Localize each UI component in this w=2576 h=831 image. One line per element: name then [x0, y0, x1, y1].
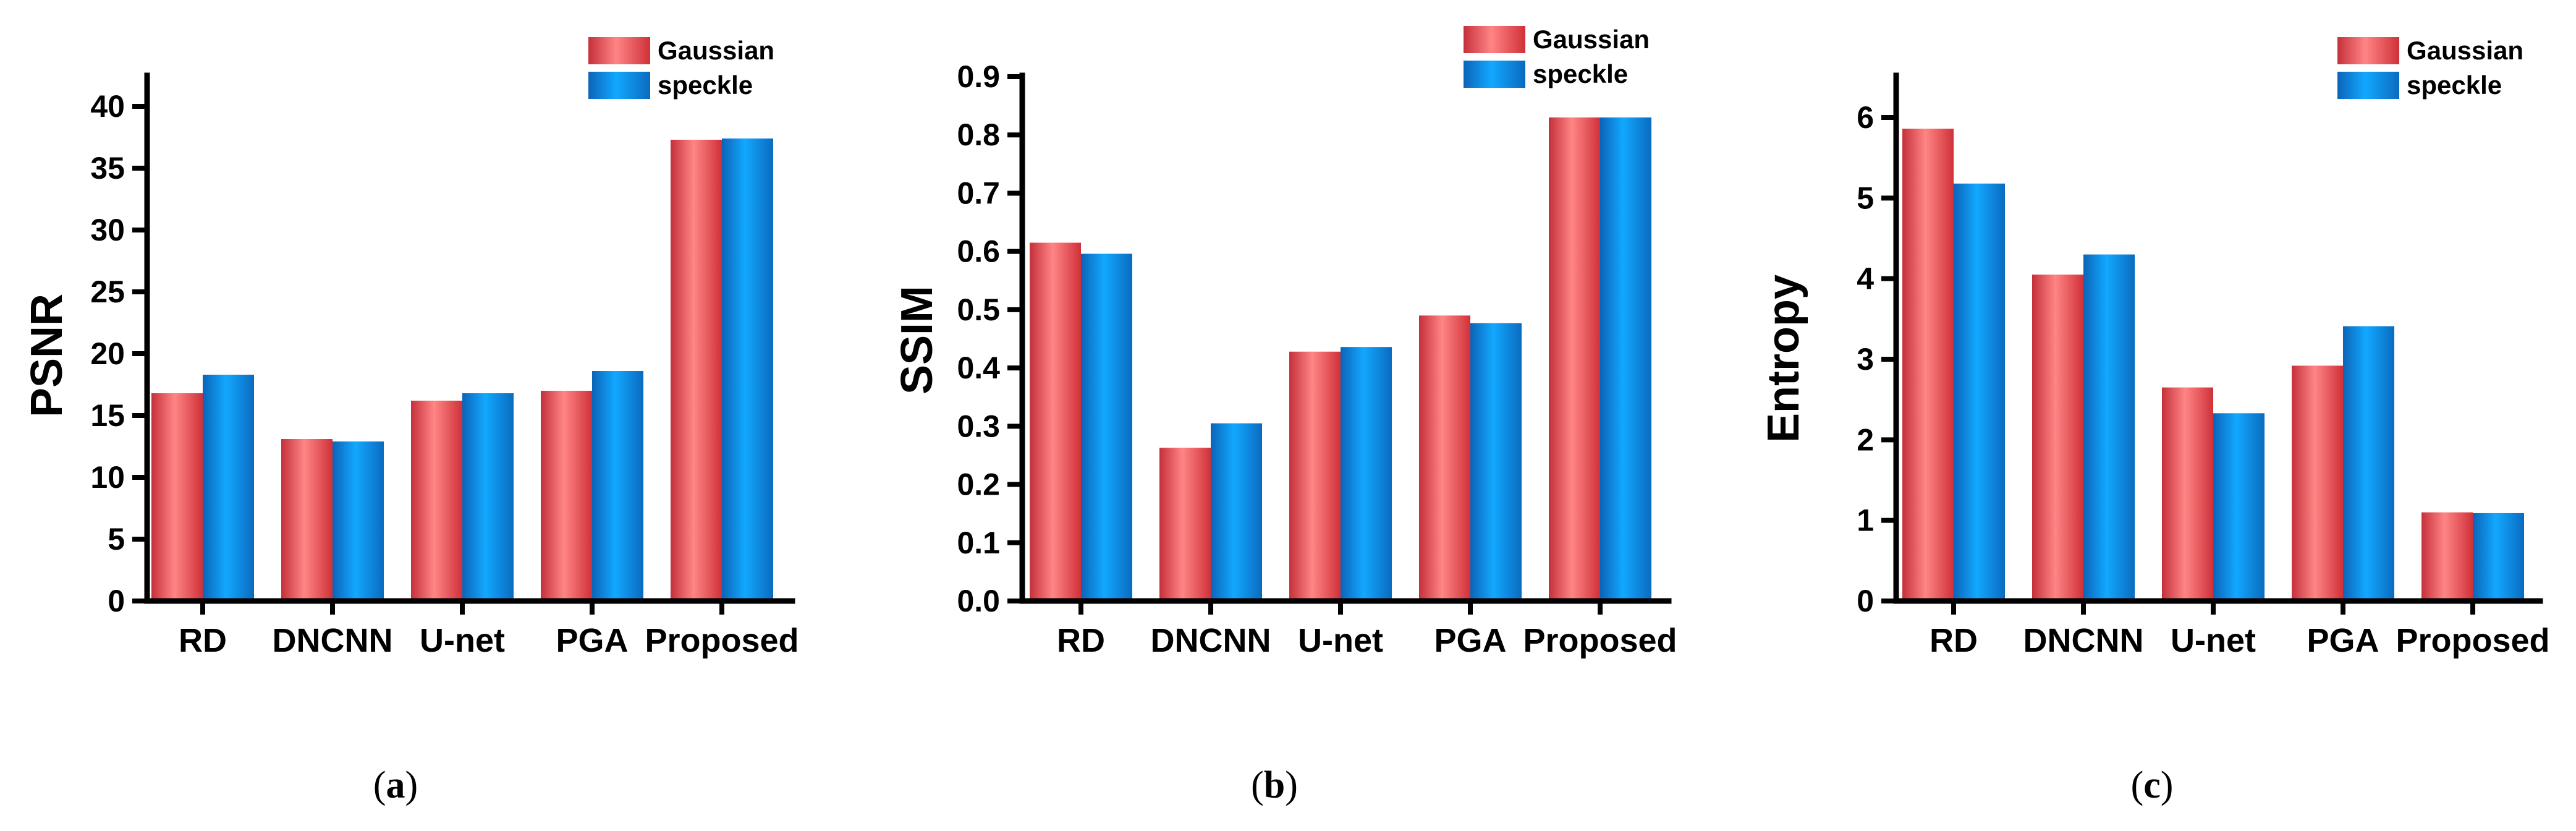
y-tick-label: 0.3 — [957, 409, 1000, 443]
x-tick-label: RD — [1057, 622, 1105, 659]
x-tick-label: DNCNN — [1151, 622, 1271, 659]
y-tick-label: 0.0 — [957, 584, 1000, 618]
bar-gaussian-dncnn — [1159, 448, 1211, 601]
y-tick-label: 25 — [90, 275, 125, 309]
bar-gaussian-rd — [151, 393, 203, 601]
y-tick-label: 5 — [108, 522, 125, 556]
bar-gaussian-u-net — [2162, 387, 2213, 601]
bar-gaussian-pga — [1419, 315, 1470, 601]
legend-label-speckle: speckle — [1533, 59, 1628, 88]
x-tick-label: PGA — [2307, 622, 2379, 659]
legend: Gaussian speckle — [2337, 36, 2523, 100]
y-tick-label: 35 — [90, 151, 125, 185]
legend-label-gaussian: Gaussian — [658, 36, 774, 65]
y-tick-label: 15 — [90, 398, 125, 433]
legend: Gaussian speckle — [1464, 25, 1650, 88]
bar-speckle-pga — [592, 371, 643, 601]
bar-gaussian-dncnn — [2032, 275, 2083, 601]
bar-gaussian-dncnn — [281, 439, 333, 601]
y-tick-label: 40 — [90, 89, 125, 124]
y-tick-label: 3 — [1857, 342, 1874, 377]
panel-caption: (a) — [373, 764, 418, 806]
bar-gaussian-rd — [1902, 129, 1954, 601]
y-axis-label: SSIM — [892, 286, 942, 394]
bar-speckle-u-net — [2213, 413, 2265, 601]
legend-label-speckle: speckle — [658, 70, 753, 100]
y-tick-label: 30 — [90, 213, 125, 247]
x-tick-label: PGA — [556, 622, 628, 659]
y-tick-label: 0 — [108, 584, 125, 618]
x-tick-label: Proposed — [2396, 622, 2549, 659]
x-tick-label: U-net — [2171, 622, 2256, 659]
y-tick-label: 5 — [1857, 181, 1874, 215]
bar-gaussian-rd — [1030, 242, 1081, 601]
legend-label-gaussian: Gaussian — [1533, 25, 1650, 54]
panel-caption: (b) — [1251, 764, 1298, 806]
bar-speckle-rd — [1954, 183, 2005, 602]
bar-gaussian-pga — [2292, 365, 2343, 601]
legend-swatch-speckle — [1464, 61, 1525, 88]
y-tick-label: 0.1 — [957, 526, 1000, 560]
bar-speckle-rd — [203, 375, 254, 601]
x-tick-label: U-net — [1298, 622, 1383, 659]
bar-speckle-dncnn — [2083, 254, 2135, 602]
bar-gaussian-u-net — [411, 401, 462, 601]
y-tick-label: 0.5 — [957, 292, 1000, 327]
y-tick-label: 0.6 — [957, 234, 1000, 269]
y-tick-label: 0.4 — [957, 351, 1000, 385]
bar-speckle-u-net — [462, 393, 514, 601]
bar-gaussian-proposed — [671, 140, 722, 601]
y-tick-label: 6 — [1857, 100, 1874, 135]
y-axis-label: Entropy — [1759, 275, 1808, 443]
legend-swatch-gaussian — [588, 37, 650, 64]
bar-speckle-u-net — [1341, 347, 1392, 601]
bar-gaussian-pga — [541, 391, 592, 601]
legend: Gaussian speckle — [588, 36, 774, 100]
legend-label-gaussian: Gaussian — [2407, 36, 2523, 65]
bar-gaussian-u-net — [1289, 351, 1341, 601]
legend-label-speckle: speckle — [2407, 70, 2502, 100]
bar-speckle-proposed — [722, 138, 773, 601]
bar-speckle-pga — [1470, 323, 1522, 601]
chart-panel-c: RD DNCNN U-net PGA Proposed 0 1 2 3 4 5 6 Entropy Gau… — [1759, 36, 2550, 806]
bar-speckle-dncnn — [1211, 423, 1262, 601]
bar-speckle-proposed — [2473, 513, 2524, 601]
panel-letter: b — [1264, 764, 1285, 806]
bar-speckle-dncnn — [333, 441, 384, 601]
y-tick-label: 0 — [1857, 584, 1874, 618]
x-tick-label: DNCNN — [2023, 622, 2144, 659]
bar-speckle-proposed — [1600, 117, 1651, 601]
x-tick-label: Proposed — [645, 622, 799, 659]
x-tick-label: PGA — [1434, 622, 1506, 659]
y-axis-label: PSNR — [22, 294, 72, 417]
y-tick-label: 10 — [90, 460, 125, 495]
y-tick-label: 20 — [90, 336, 125, 371]
chart-panel-a: RD DNCNN U-net PGA Proposed 0 5 10 15 20 25 30 35 40 P… — [22, 36, 799, 806]
panel-letter: a — [386, 764, 405, 806]
bar-speckle-rd — [1081, 254, 1132, 601]
x-tick-label: Proposed — [1523, 622, 1677, 659]
legend-swatch-speckle — [2337, 72, 2399, 99]
legend-swatch-gaussian — [1464, 26, 1525, 53]
y-tick-label: 0.8 — [957, 117, 1000, 152]
panel-letter: c — [2143, 764, 2161, 806]
y-tick-label: 0.7 — [957, 176, 1000, 210]
legend-swatch-gaussian — [2337, 37, 2399, 64]
x-tick-label: RD — [179, 622, 227, 659]
y-tick-label: 1 — [1857, 503, 1874, 538]
x-tick-label: U-net — [420, 622, 505, 659]
x-tick-label: DNCNN — [273, 622, 393, 659]
bar-gaussian-proposed — [1549, 117, 1600, 601]
panel-caption: (c) — [2131, 764, 2174, 806]
x-tick-label: RD — [1930, 622, 1978, 659]
legend-swatch-speckle — [588, 72, 650, 99]
bar-speckle-pga — [2343, 326, 2394, 601]
chart-panel-b: RD DNCNN U-net PGA Proposed 0.0 0.1 0.2 0.3 0.4 0.… — [892, 25, 1677, 806]
y-tick-label: 2 — [1857, 422, 1874, 457]
y-tick-label: 0.2 — [957, 467, 1000, 502]
bar-gaussian-proposed — [2421, 512, 2473, 601]
y-tick-label: 0.9 — [957, 59, 1000, 94]
y-tick-label: 4 — [1857, 262, 1874, 296]
